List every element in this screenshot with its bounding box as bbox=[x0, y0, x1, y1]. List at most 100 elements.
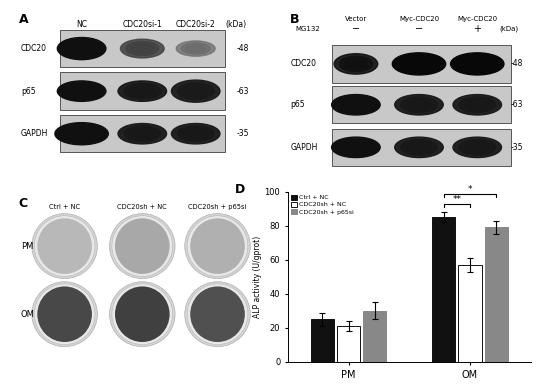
Ellipse shape bbox=[183, 129, 208, 139]
Ellipse shape bbox=[185, 214, 250, 279]
Y-axis label: ALP activity (U/gprot): ALP activity (U/gprot) bbox=[253, 236, 262, 318]
Text: -63: -63 bbox=[236, 87, 249, 95]
Ellipse shape bbox=[177, 126, 214, 141]
Text: GAPDH: GAPDH bbox=[291, 143, 318, 152]
Text: A: A bbox=[19, 13, 28, 26]
Bar bbox=[332, 86, 511, 124]
Text: **: ** bbox=[452, 195, 461, 204]
Ellipse shape bbox=[345, 59, 367, 69]
Ellipse shape bbox=[401, 97, 437, 112]
Ellipse shape bbox=[453, 95, 502, 115]
Text: C: C bbox=[19, 197, 28, 210]
Ellipse shape bbox=[34, 284, 95, 345]
Ellipse shape bbox=[453, 137, 502, 157]
Ellipse shape bbox=[401, 140, 437, 155]
Bar bbox=[60, 72, 225, 110]
Ellipse shape bbox=[34, 216, 95, 276]
Ellipse shape bbox=[338, 97, 374, 112]
Bar bbox=[432, 217, 455, 362]
Bar bbox=[485, 228, 508, 362]
Ellipse shape bbox=[332, 95, 380, 115]
Ellipse shape bbox=[121, 39, 164, 58]
Ellipse shape bbox=[38, 218, 92, 274]
Text: GAPDH: GAPDH bbox=[21, 129, 48, 138]
Ellipse shape bbox=[63, 84, 100, 99]
Ellipse shape bbox=[131, 44, 153, 53]
Ellipse shape bbox=[339, 56, 373, 72]
Ellipse shape bbox=[124, 126, 160, 141]
Ellipse shape bbox=[392, 53, 446, 75]
Text: Myc-CDC20: Myc-CDC20 bbox=[399, 16, 439, 22]
Ellipse shape bbox=[112, 284, 173, 345]
Text: (kDa): (kDa) bbox=[500, 26, 518, 32]
Ellipse shape bbox=[190, 286, 245, 342]
Ellipse shape bbox=[172, 124, 220, 144]
Ellipse shape bbox=[334, 54, 378, 74]
Ellipse shape bbox=[118, 124, 167, 144]
Ellipse shape bbox=[38, 286, 92, 342]
Ellipse shape bbox=[407, 142, 431, 152]
Legend: Ctrl + NC, CDC20sh + NC, CDC20sh + p65si: Ctrl + NC, CDC20sh + NC, CDC20sh + p65si bbox=[291, 195, 354, 214]
Text: CDC20sh + p65si: CDC20sh + p65si bbox=[188, 204, 247, 209]
Text: MG132: MG132 bbox=[295, 26, 320, 32]
Text: p65: p65 bbox=[21, 87, 35, 95]
Ellipse shape bbox=[57, 81, 106, 101]
Ellipse shape bbox=[187, 284, 248, 345]
Ellipse shape bbox=[185, 282, 250, 346]
Text: PM: PM bbox=[21, 242, 33, 251]
Ellipse shape bbox=[112, 216, 173, 276]
Bar bbox=[60, 115, 225, 152]
Ellipse shape bbox=[344, 100, 368, 110]
Bar bbox=[458, 265, 481, 362]
Text: Ctrl + NC: Ctrl + NC bbox=[49, 204, 80, 209]
Text: p65: p65 bbox=[291, 100, 305, 109]
Text: CDC20: CDC20 bbox=[291, 59, 316, 69]
Ellipse shape bbox=[457, 55, 497, 72]
Text: +: + bbox=[473, 24, 481, 34]
Ellipse shape bbox=[332, 137, 380, 157]
Text: CDC20sh + NC: CDC20sh + NC bbox=[117, 204, 167, 209]
Bar bbox=[311, 319, 334, 362]
Ellipse shape bbox=[407, 100, 431, 110]
Ellipse shape bbox=[32, 214, 98, 279]
Text: NC: NC bbox=[76, 20, 87, 28]
Text: Vector: Vector bbox=[345, 16, 367, 22]
Text: −: − bbox=[415, 24, 423, 34]
Ellipse shape bbox=[118, 81, 167, 101]
Ellipse shape bbox=[109, 282, 175, 346]
Ellipse shape bbox=[130, 129, 154, 139]
Ellipse shape bbox=[181, 43, 210, 54]
Bar bbox=[60, 30, 225, 67]
Ellipse shape bbox=[63, 40, 100, 57]
Ellipse shape bbox=[186, 45, 205, 52]
Ellipse shape bbox=[338, 140, 374, 155]
Ellipse shape bbox=[465, 142, 489, 152]
Ellipse shape bbox=[126, 42, 159, 55]
Text: B: B bbox=[291, 13, 300, 26]
Ellipse shape bbox=[70, 43, 94, 54]
Ellipse shape bbox=[130, 86, 154, 96]
Ellipse shape bbox=[394, 137, 443, 157]
Text: Myc-CDC20: Myc-CDC20 bbox=[457, 16, 497, 22]
Ellipse shape bbox=[62, 126, 102, 142]
Text: *: * bbox=[468, 185, 472, 194]
Bar bbox=[332, 129, 511, 166]
Ellipse shape bbox=[190, 218, 245, 274]
Ellipse shape bbox=[344, 142, 368, 152]
Ellipse shape bbox=[115, 286, 169, 342]
Bar bbox=[332, 45, 511, 83]
Text: -48: -48 bbox=[237, 44, 249, 53]
Bar bbox=[337, 326, 360, 362]
Ellipse shape bbox=[183, 85, 208, 97]
Ellipse shape bbox=[451, 53, 504, 75]
Text: CDC20si-1: CDC20si-1 bbox=[122, 20, 162, 28]
Ellipse shape bbox=[459, 140, 495, 155]
Ellipse shape bbox=[124, 84, 160, 99]
Ellipse shape bbox=[399, 55, 439, 72]
Text: -35: -35 bbox=[511, 143, 523, 152]
Ellipse shape bbox=[187, 216, 248, 276]
Ellipse shape bbox=[464, 59, 490, 69]
Bar bbox=[363, 311, 386, 362]
Ellipse shape bbox=[177, 83, 214, 99]
Text: -63: -63 bbox=[511, 100, 523, 109]
